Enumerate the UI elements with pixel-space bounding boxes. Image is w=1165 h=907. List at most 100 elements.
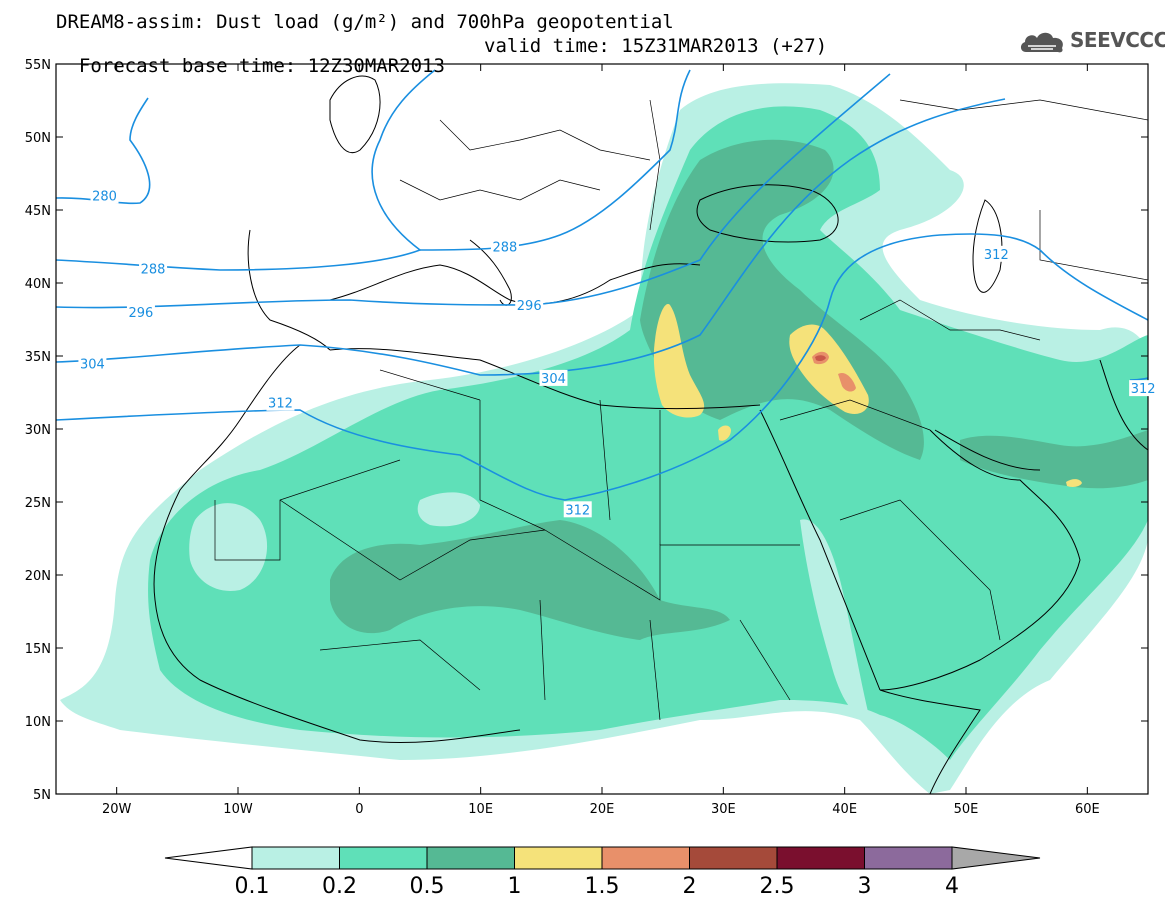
coastline-arabia-east bbox=[879, 429, 1081, 691]
coastline-uk bbox=[329, 75, 381, 153]
dust-load-field bbox=[60, 83, 1148, 794]
colorbar-level-label: 0.1 bbox=[235, 874, 270, 899]
contour-label: 312 bbox=[984, 248, 1009, 263]
lon-tick-label: 10E bbox=[468, 802, 493, 817]
contour-label-bg bbox=[1129, 380, 1158, 397]
lon-tick-label: 60E bbox=[1075, 802, 1100, 817]
colorbar-swatch bbox=[426, 846, 515, 870]
colorbar-swatch bbox=[689, 846, 778, 870]
contour-label: 288 bbox=[141, 262, 166, 277]
lat-tick-label: 55N bbox=[25, 58, 51, 73]
border-line bbox=[279, 499, 546, 581]
contour-304 bbox=[56, 98, 1006, 376]
contour-label: 304 bbox=[541, 372, 566, 387]
colorbar-level-label: 4 bbox=[945, 874, 959, 899]
border-line bbox=[319, 639, 481, 691]
contour-label: 280 bbox=[92, 189, 117, 204]
border-line bbox=[899, 99, 1148, 121]
axis-ticks: 55N 50N 45N 40N 35N 30N 25N 20N 15N 10N 5N 20W 10W 0 1… bbox=[25, 58, 1148, 817]
contour-label: 312 bbox=[268, 397, 293, 412]
cloud-logo-icon bbox=[1020, 32, 1063, 53]
border-line bbox=[1039, 210, 1148, 281]
contour-label: 288 bbox=[493, 241, 518, 256]
dust-region-yellow-gulf bbox=[1066, 479, 1082, 487]
border-line bbox=[779, 399, 931, 431]
contour-label-bg bbox=[90, 187, 119, 204]
border-line bbox=[439, 119, 651, 161]
colorbar-level-label: 1 bbox=[508, 874, 522, 899]
coastline-europe-atlantic bbox=[247, 229, 331, 351]
contour-label-bg bbox=[539, 369, 568, 386]
border-line bbox=[739, 619, 791, 701]
coastline-red-sea bbox=[759, 409, 881, 691]
colorbar-level-label: 3 bbox=[858, 874, 872, 899]
contour-label: 312 bbox=[565, 503, 590, 518]
contour-label: 312 bbox=[1131, 382, 1156, 397]
border-line bbox=[859, 299, 1041, 341]
country-borders bbox=[214, 99, 1148, 721]
lon-tick-label: 40E bbox=[832, 802, 857, 817]
contour-label-bg bbox=[139, 260, 168, 277]
contour-labels: 280 288 288 296 296 304 304 312 312 312 312 bbox=[78, 187, 1158, 518]
contour-label-bg bbox=[563, 501, 592, 518]
colorbar-level-label: 0.5 bbox=[410, 874, 445, 899]
lat-tick-label: 15N bbox=[25, 642, 51, 657]
map-title: DREAM8-assim: Dust load (g/m²) and 700hP… bbox=[56, 11, 674, 33]
coastline-persian-gulf bbox=[934, 429, 1041, 471]
lon-tick-label: 50E bbox=[954, 802, 979, 817]
coastline-west-africa bbox=[153, 344, 521, 744]
border-line bbox=[479, 400, 546, 531]
brand-logo: SEEVCCC bbox=[1018, 28, 1165, 56]
lat-tick-label: 5N bbox=[33, 788, 51, 803]
lat-tick-label: 20N bbox=[25, 569, 51, 584]
coastline-mediterranean-north bbox=[329, 263, 701, 305]
lon-tick-label: 10W bbox=[223, 802, 253, 817]
dust-region-red-1 bbox=[815, 355, 826, 362]
colorbar-swatch bbox=[776, 846, 865, 870]
dust-region-light-redsea bbox=[800, 519, 870, 720]
colorbar: 0.1 0.2 0.5 1 1.5 2 2.5 3 4 bbox=[164, 846, 1041, 899]
contour-label-bg bbox=[266, 394, 295, 411]
colorbar-level-label: 1.5 bbox=[585, 874, 620, 899]
border-line bbox=[379, 369, 481, 401]
contour-label-bg bbox=[126, 304, 155, 321]
border-line bbox=[544, 529, 800, 601]
brand-name: SEEVCCC bbox=[1070, 28, 1165, 52]
contour-label-bg bbox=[982, 245, 1011, 262]
contour-label-bg bbox=[490, 238, 519, 255]
colorbar-swatch bbox=[601, 846, 690, 870]
colorbar-level-label: 0.2 bbox=[322, 874, 357, 899]
lat-tick-label: 45N bbox=[25, 204, 51, 219]
colorbar-over-arrow bbox=[951, 846, 1041, 870]
contour-label-bg bbox=[78, 355, 107, 372]
contour-label: 304 bbox=[80, 357, 105, 372]
contour-label: 296 bbox=[129, 306, 154, 321]
border-line bbox=[539, 599, 546, 701]
valid-time: valid time: 15Z31MAR2013 (+27) bbox=[484, 35, 828, 57]
colorbar-swatch bbox=[514, 846, 603, 870]
coastline-horn-africa bbox=[879, 689, 981, 794]
colorbar-swatch bbox=[251, 846, 340, 870]
contour-288-east bbox=[419, 69, 691, 251]
dust-region-dark-sahara bbox=[330, 520, 730, 640]
dust-region-yellow-small bbox=[718, 425, 731, 441]
contour-label: 296 bbox=[517, 299, 542, 314]
lat-tick-label: 25N bbox=[25, 496, 51, 511]
lon-tick-label: 20E bbox=[590, 802, 615, 817]
coastline-india-west bbox=[1099, 359, 1148, 451]
dust-region-light-hole bbox=[189, 503, 268, 591]
contour-label-bg bbox=[515, 296, 544, 313]
lat-tick-label: 10N bbox=[25, 715, 51, 730]
dust-region-orange-2 bbox=[838, 372, 856, 392]
border-line bbox=[839, 499, 1001, 641]
lon-tick-label: 0 bbox=[355, 802, 363, 817]
border-line bbox=[649, 619, 661, 721]
contour-312-main bbox=[56, 233, 1148, 501]
map-subtitle: Forecast base time: 12Z30MAR2013 valid t… bbox=[56, 36, 827, 96]
border-line bbox=[214, 459, 401, 561]
coastline-black-sea bbox=[696, 184, 839, 243]
lat-tick-label: 35N bbox=[25, 350, 51, 365]
lon-tick-label: 30E bbox=[711, 802, 736, 817]
coastline-caspian bbox=[972, 199, 1003, 293]
